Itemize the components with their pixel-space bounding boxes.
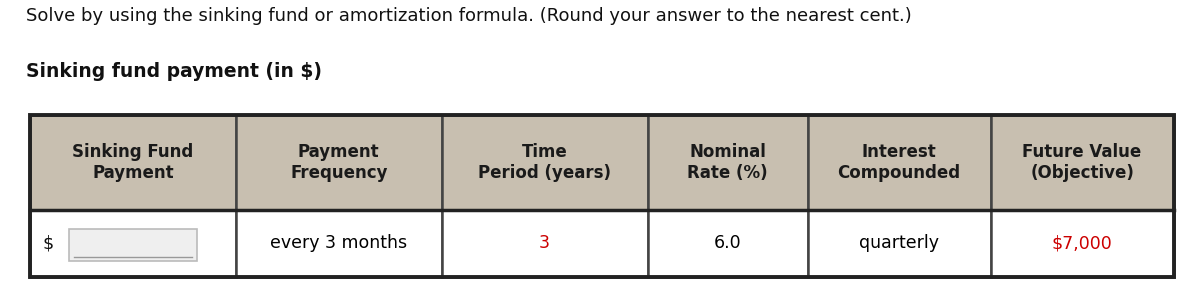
- Bar: [70, 229, 197, 261]
- Bar: [991, 210, 1174, 277]
- Text: Solve by using the sinking fund or amortization formula. (Round your answer to t: Solve by using the sinking fund or amort…: [26, 7, 912, 25]
- Bar: [30, 115, 236, 210]
- Bar: [236, 210, 442, 277]
- Bar: [991, 115, 1174, 210]
- Bar: [648, 210, 808, 277]
- Bar: [30, 115, 1174, 277]
- Bar: [648, 115, 808, 210]
- Bar: [442, 115, 648, 210]
- Text: Sinking fund payment (in $): Sinking fund payment (in $): [26, 62, 323, 82]
- Bar: [808, 210, 991, 277]
- Bar: [30, 210, 236, 277]
- Text: Time
Period (years): Time Period (years): [478, 143, 611, 182]
- Text: every 3 months: every 3 months: [270, 234, 407, 252]
- Bar: [236, 115, 442, 210]
- Text: Nominal
Rate (%): Nominal Rate (%): [688, 143, 768, 182]
- Text: quarterly: quarterly: [859, 234, 940, 252]
- Text: 6.0: 6.0: [714, 234, 742, 252]
- Text: Payment
Frequency: Payment Frequency: [290, 143, 388, 182]
- Text: $: $: [43, 234, 54, 252]
- Bar: [442, 210, 648, 277]
- Text: 3: 3: [539, 234, 550, 252]
- Text: Interest
Compounded: Interest Compounded: [838, 143, 961, 182]
- Text: Sinking Fund
Payment: Sinking Fund Payment: [72, 143, 193, 182]
- Text: $7,000: $7,000: [1051, 234, 1112, 252]
- Bar: [808, 115, 991, 210]
- Text: Future Value
(Objective): Future Value (Objective): [1022, 143, 1141, 182]
